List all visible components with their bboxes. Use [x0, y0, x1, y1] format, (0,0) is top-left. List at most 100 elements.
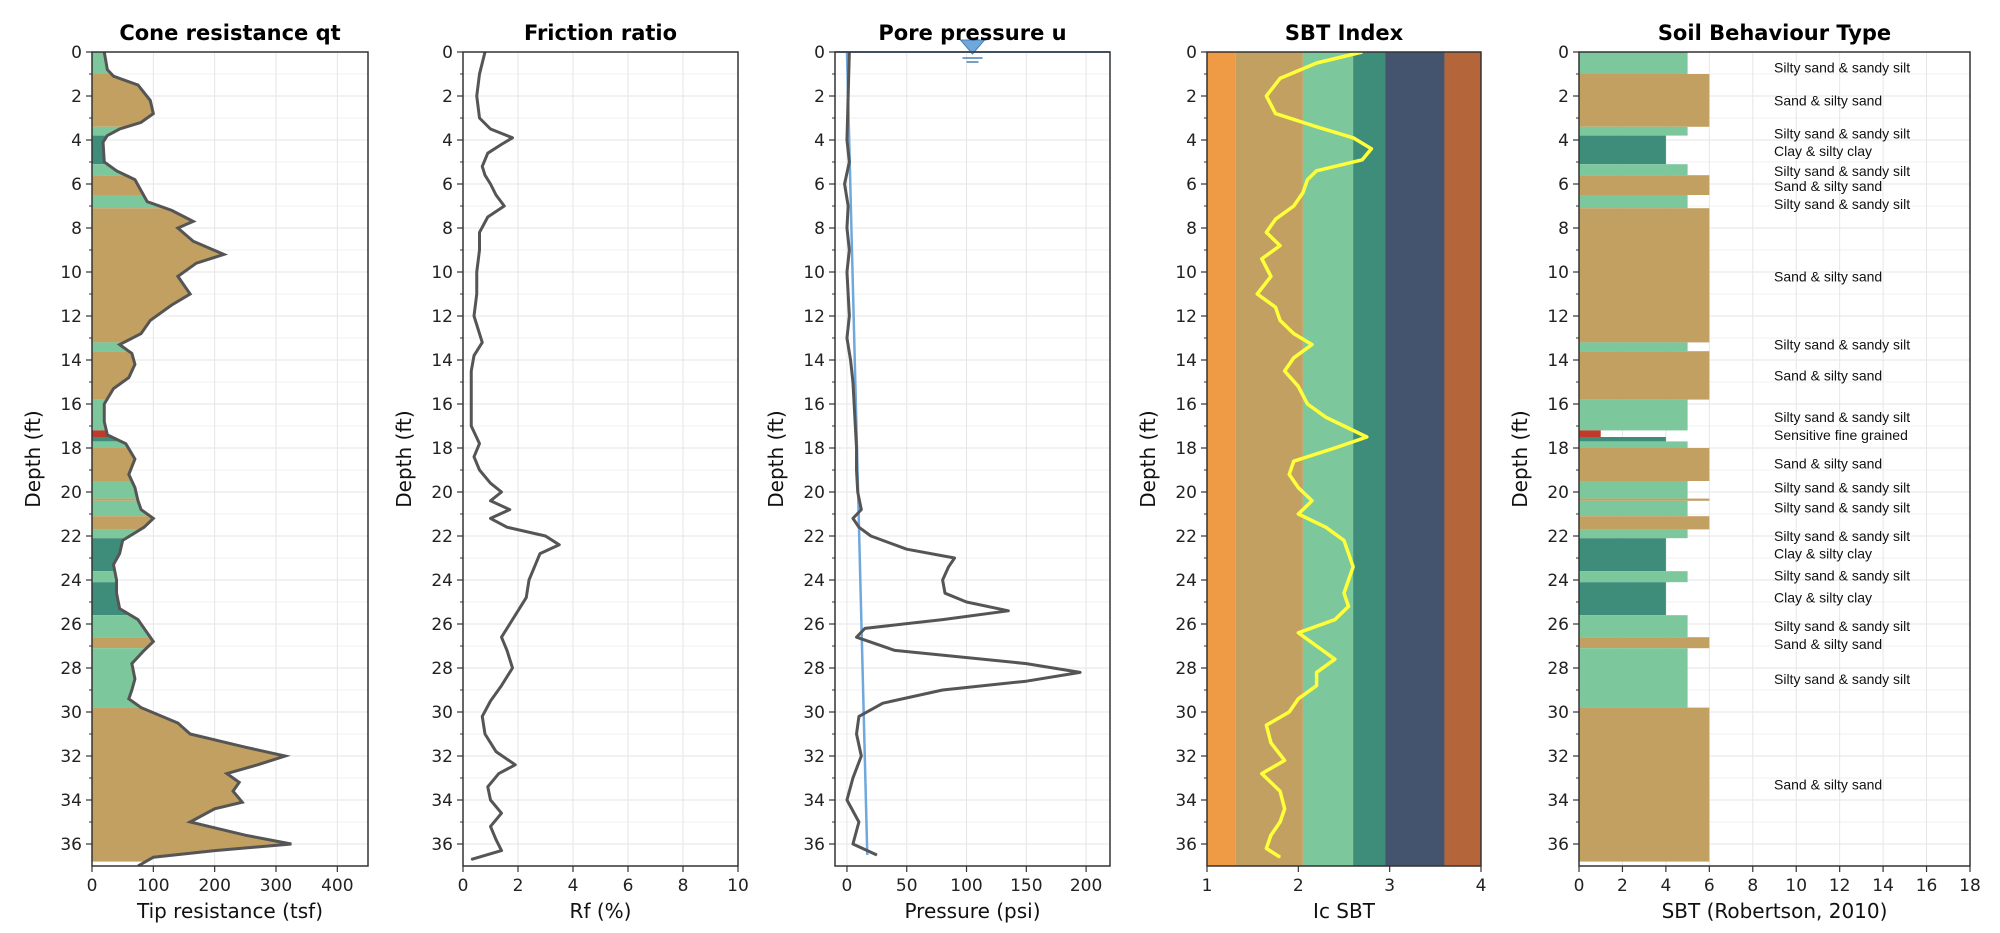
qt-point: [119, 608, 121, 610]
data-point: [1256, 293, 1258, 295]
qt-layer-fill: [92, 164, 292, 176]
y-tick-label: 10: [803, 263, 825, 283]
sbt-layer-bar: [1579, 126, 1688, 136]
qt-point: [128, 698, 130, 700]
x-tick-label: 8: [678, 876, 689, 896]
data-point: [856, 636, 858, 638]
ic-band: [1302, 52, 1354, 866]
data-point: [514, 764, 516, 766]
sbt-layer-bar: [1579, 195, 1688, 209]
data-point: [528, 579, 530, 581]
y-tick-label: 4: [1186, 131, 1197, 151]
data-point: [1275, 113, 1276, 115]
y-tick-label: 26: [60, 615, 82, 635]
data-point: [1007, 610, 1009, 612]
sbt-layer-label: Silty sand & sandy silt: [1774, 409, 1910, 425]
y-tick-label: 18: [431, 439, 453, 459]
qt-point: [140, 707, 142, 709]
qt-layer-fill: [92, 516, 292, 530]
qt-point: [140, 190, 142, 192]
y-tick-label: 26: [431, 615, 453, 635]
sbt-layer-bar: [1579, 430, 1601, 437]
data-point: [476, 293, 478, 295]
data-point: [850, 359, 852, 361]
y-tick-label: 12: [60, 307, 82, 327]
qt-point: [116, 592, 118, 594]
data-point: [1352, 566, 1354, 568]
y-tick-label: 18: [1547, 439, 1569, 459]
y-tick-label: 28: [1175, 659, 1197, 679]
qt-point: [131, 689, 133, 691]
qt-point: [131, 663, 133, 665]
sbt-layer-label: Silty sand & sandy silt: [1774, 568, 1910, 584]
data-point: [545, 535, 546, 537]
data-point: [506, 649, 508, 651]
data-point: [495, 839, 497, 841]
data-point: [852, 777, 854, 779]
sbt-layer-bar: [1579, 498, 1710, 501]
y-tick-label: 20: [60, 483, 82, 503]
y-tick-label: 32: [60, 747, 82, 767]
plot-frame: [91, 51, 369, 867]
data-point: [882, 702, 884, 704]
data-point: [1306, 179, 1308, 181]
data-point: [479, 249, 480, 251]
y-tick-label: 36: [803, 835, 825, 855]
qt-layer-fill: [92, 571, 292, 583]
data-point: [1261, 258, 1263, 260]
sbt-layer-bar: [1579, 74, 1710, 127]
y-tick-label: 6: [1558, 175, 1569, 195]
x-axis: 0 100 200 300 400: [87, 866, 354, 896]
data-point: [1343, 425, 1345, 427]
qt-point: [112, 75, 114, 77]
sbt-layer-label: Silty sand & sandy silt: [1774, 196, 1910, 212]
ic-band: [1235, 52, 1303, 866]
data-point: [954, 557, 956, 559]
qt-point: [152, 113, 154, 115]
data-point: [1265, 724, 1267, 726]
x-axis-label: Rf (%): [570, 899, 632, 923]
data-point: [470, 425, 472, 427]
x-tick-label: 8: [1747, 876, 1758, 896]
y-tick-label: 26: [803, 615, 825, 635]
data-point: [501, 685, 502, 687]
y-tick-label: 12: [1547, 307, 1569, 327]
qt-layer-fill: [92, 430, 292, 437]
y-tick-label: 4: [71, 131, 82, 151]
qt-layer-fill: [92, 126, 292, 136]
sbt-layer-label: Silty sand & sandy silt: [1774, 499, 1910, 515]
data-point: [1343, 539, 1345, 541]
data-point: [470, 370, 472, 372]
data-point: [1352, 137, 1354, 139]
sbt-layer-bar: [1579, 399, 1688, 431]
sbt-layer-bar: [1579, 707, 1710, 862]
y-tick-label: 24: [60, 571, 82, 591]
y-tick-label: 6: [814, 175, 825, 195]
y-tick-label: 28: [431, 659, 453, 679]
y-tick-label: 24: [431, 571, 453, 591]
y-tick-label: 30: [803, 703, 825, 723]
qt-point: [137, 500, 139, 502]
qt-point: [290, 843, 292, 845]
data-point: [490, 183, 491, 185]
data-point: [906, 548, 908, 550]
sbt-layer-label: Sensitive fine grained: [1774, 427, 1908, 443]
qt-point: [112, 388, 114, 390]
sbt-layer-bar: [1579, 538, 1666, 572]
sbt-layer-label: Clay & silty clay: [1774, 546, 1872, 562]
y-tick-label: 24: [803, 571, 825, 591]
panel-title: SBT Index: [1285, 21, 1404, 45]
x-axis-label: Tip resistance (tsf): [136, 899, 323, 923]
qt-point: [137, 619, 139, 621]
sbt-layer-bar: [1579, 582, 1666, 616]
qt-point: [257, 764, 259, 766]
data-point: [1348, 579, 1350, 581]
data-point: [470, 403, 472, 405]
x-tick-label: 100: [137, 876, 169, 896]
qt-point: [214, 808, 216, 810]
data-point: [495, 751, 497, 753]
data-point: [856, 733, 858, 735]
sbt-layer-bar: [1579, 637, 1710, 649]
data-point: [490, 500, 491, 502]
